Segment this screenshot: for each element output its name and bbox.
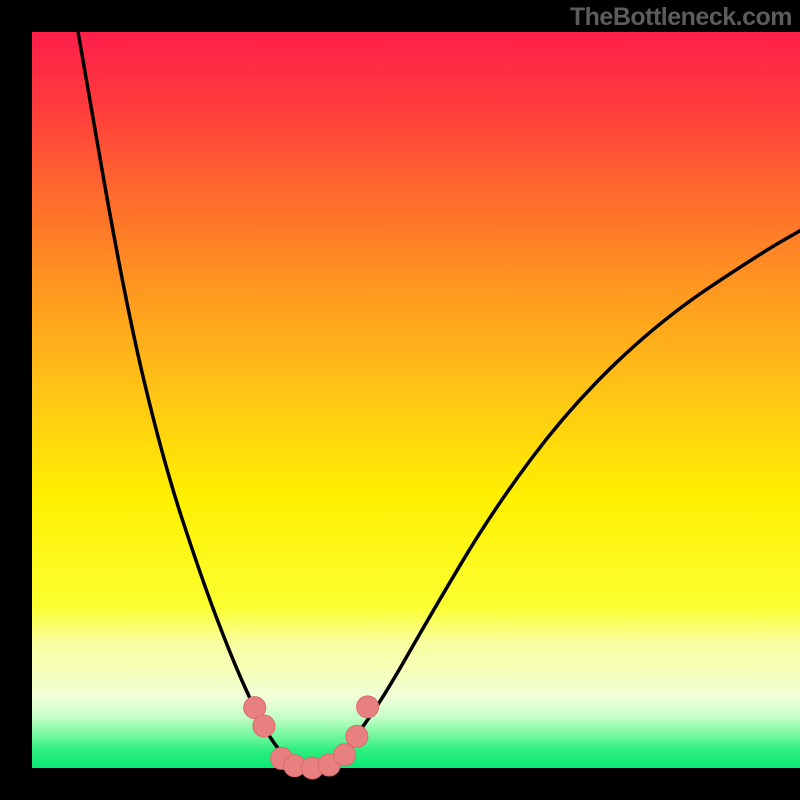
data-marker [346, 725, 368, 747]
bottleneck-chart [0, 0, 800, 800]
watermark-label: TheBottleneck.com [570, 3, 792, 32]
data-marker [334, 744, 356, 766]
data-marker [253, 715, 275, 737]
data-marker [357, 696, 379, 718]
